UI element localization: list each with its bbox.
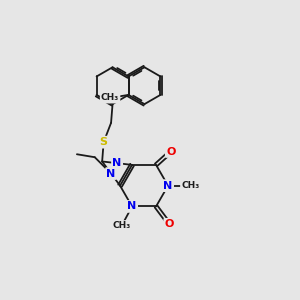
Text: N: N: [112, 158, 122, 168]
Text: N: N: [106, 169, 116, 178]
Text: O: O: [166, 146, 176, 157]
Text: CH₃: CH₃: [181, 181, 200, 190]
Text: N: N: [164, 181, 173, 191]
Text: CH₃: CH₃: [112, 221, 131, 230]
Text: S: S: [100, 137, 108, 147]
Text: CH₃: CH₃: [101, 93, 119, 102]
Text: O: O: [165, 219, 174, 229]
Text: N: N: [128, 202, 137, 212]
